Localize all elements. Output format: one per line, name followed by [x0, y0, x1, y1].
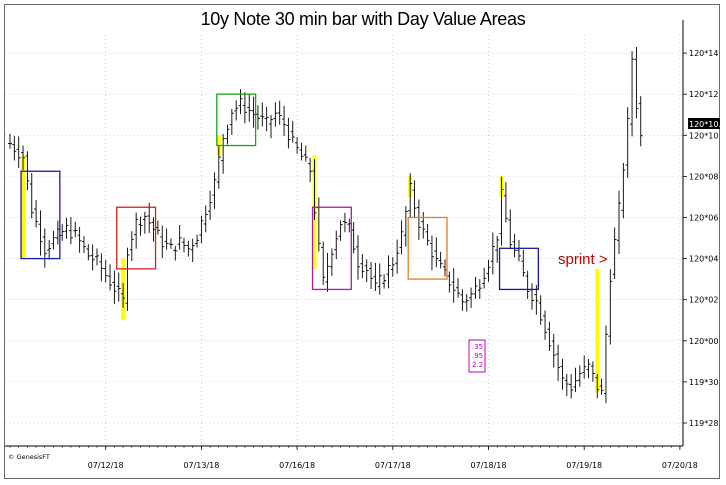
last-price-flag: 120*10.5: [688, 118, 726, 129]
value-area-box: [498, 247, 539, 291]
x-tick-label: 07/20/18: [662, 461, 698, 470]
yellow-highlight-bar: [21, 155, 26, 259]
x-tick-label: 07/12/18: [88, 461, 124, 470]
yellow-highlight-bar: [595, 268, 600, 393]
y-tick-label: 119*30: [689, 378, 718, 387]
last-price-flag-background: [688, 118, 720, 129]
value-area-box: [407, 216, 448, 280]
chart-title: 10y Note 30 min bar with Day Value Areas: [200, 9, 526, 29]
y-tick-label: 120*06: [689, 213, 718, 222]
y-tick-label: 120*14: [689, 49, 718, 58]
watermark: © GenesisFT: [8, 453, 50, 461]
price-bar-layer: [8, 46, 643, 404]
x-tick-label: 07/18/18: [471, 461, 507, 470]
axis-layer: 120*14 120*12 120*10 120*08 120*06 120*04 120*…: [5, 20, 718, 470]
y-tick-label: 120*04: [689, 255, 718, 264]
value-area-box: [116, 206, 157, 270]
y-tick-label: 120*00: [689, 337, 718, 346]
stats-box-line-1: .35: [472, 343, 483, 351]
x-tick-label: 07/16/18: [279, 461, 315, 470]
x-tick-label: 07/13/18: [183, 461, 219, 470]
y-tick-label: 120*08: [689, 172, 718, 181]
sprint-annotation: sprint >: [558, 251, 608, 268]
stats-box-border: [468, 339, 486, 373]
value-area-box: [20, 170, 61, 260]
y-tick-label: 120*10: [689, 131, 718, 140]
x-tick-label: 07/17/18: [375, 461, 411, 470]
last-price-label: 120*10.5: [689, 120, 726, 129]
value-area-box: [216, 93, 257, 147]
x-tick-label: 07/19/18: [566, 461, 602, 470]
stats-annotation-box: .35 .95 2.2: [468, 339, 486, 373]
stats-box-line-2: .95: [472, 352, 483, 360]
y-tick-label: 119*28: [689, 419, 718, 428]
y-tick-label: 120*02: [689, 296, 718, 305]
chart-frame: [4, 4, 720, 479]
y-tick-label: 120*12: [689, 90, 718, 99]
grid-layer: [5, 35, 683, 446]
stats-box-line-3: 2.2: [472, 361, 483, 369]
value-area-box: [311, 206, 352, 291]
value-area-layer: [20, 93, 539, 291]
